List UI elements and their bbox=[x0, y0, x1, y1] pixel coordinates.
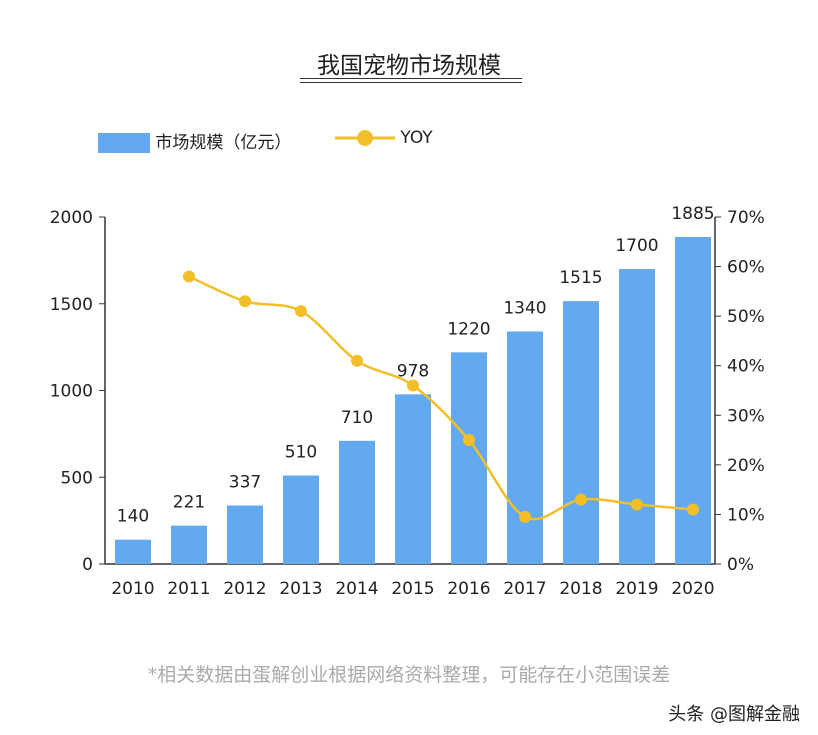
bar-data-label: 978 bbox=[397, 361, 429, 381]
left-tick-label: 0 bbox=[82, 555, 93, 575]
legend-line: YOY bbox=[335, 128, 433, 148]
x-tick-label: 2012 bbox=[223, 579, 266, 599]
right-tick-label: 0% bbox=[727, 555, 754, 575]
bar bbox=[339, 440, 375, 564]
right-tick-label: 40% bbox=[727, 357, 765, 377]
yoy-line bbox=[188, 275, 694, 521]
bar bbox=[507, 331, 543, 564]
yoy-point bbox=[351, 354, 363, 367]
right-tick-label: 70% bbox=[727, 208, 765, 228]
x-tick-label: 2010 bbox=[111, 579, 154, 599]
x-tick-label: 2014 bbox=[335, 579, 378, 599]
yoy-point bbox=[631, 498, 643, 511]
left-tick-label: 1500 bbox=[50, 295, 93, 315]
bar-data-label: 140 bbox=[117, 507, 149, 527]
right-tick-label: 50% bbox=[727, 307, 765, 327]
x-tick-label: 2011 bbox=[167, 579, 210, 599]
bar-data-label: 1340 bbox=[503, 299, 546, 319]
yoy-point bbox=[575, 493, 587, 506]
watermark: 头条 @图解金融 bbox=[668, 704, 800, 725]
yoy-point bbox=[519, 510, 531, 523]
right-tick-label: 30% bbox=[727, 406, 765, 426]
bar-data-label: 1515 bbox=[559, 268, 602, 288]
yoy-point bbox=[463, 434, 475, 447]
right-tick-label: 20% bbox=[727, 456, 765, 476]
x-tick-label: 2016 bbox=[447, 579, 490, 599]
right-tick-label: 10% bbox=[727, 505, 765, 525]
legend-line-label: YOY bbox=[400, 128, 433, 148]
x-tick-label: 2013 bbox=[279, 579, 322, 599]
yoy-point bbox=[687, 503, 699, 516]
x-tick-label: 2018 bbox=[559, 579, 602, 599]
bar bbox=[227, 505, 263, 564]
bar-data-label: 510 bbox=[285, 443, 317, 463]
legend-bar: 市场规模（亿元） bbox=[98, 128, 291, 153]
yoy-point bbox=[295, 305, 307, 318]
x-tick-label: 2019 bbox=[615, 579, 658, 599]
footnote: *相关数据由蛋解创业根据网络资料整理，可能存在小范围误差 bbox=[147, 664, 671, 686]
yoy-point bbox=[407, 379, 419, 392]
x-tick-label: 2020 bbox=[671, 579, 714, 599]
title-underline-2 bbox=[300, 82, 522, 83]
bar-data-label: 1220 bbox=[447, 319, 490, 339]
chart-title: 我国宠物市场规模 bbox=[317, 53, 501, 79]
left-tick-label: 1000 bbox=[50, 382, 93, 402]
right-tick-label: 60% bbox=[727, 258, 765, 278]
bar bbox=[395, 394, 431, 564]
bar bbox=[563, 301, 599, 564]
title-underline bbox=[300, 78, 522, 79]
bar-data-label: 337 bbox=[229, 473, 261, 493]
legend-line-swatch bbox=[335, 130, 395, 146]
bar bbox=[619, 269, 655, 564]
legend-bar-label: 市场规模（亿元） bbox=[155, 133, 292, 153]
x-tick-label: 2015 bbox=[391, 579, 434, 599]
bar bbox=[171, 525, 207, 564]
left-tick-label: 2000 bbox=[50, 208, 93, 228]
yoy-point bbox=[239, 295, 251, 308]
left-tick-label: 500 bbox=[61, 468, 93, 488]
bar bbox=[283, 475, 319, 564]
bar-data-label: 221 bbox=[173, 493, 205, 513]
bar bbox=[115, 539, 151, 564]
x-tick-label: 2017 bbox=[503, 579, 546, 599]
yoy-point bbox=[183, 270, 195, 283]
legend-bar-swatch bbox=[98, 133, 150, 153]
bar-data-label: 1700 bbox=[615, 236, 658, 256]
bar-data-label: 710 bbox=[341, 408, 373, 428]
bar-data-label: 1885 bbox=[671, 204, 714, 224]
